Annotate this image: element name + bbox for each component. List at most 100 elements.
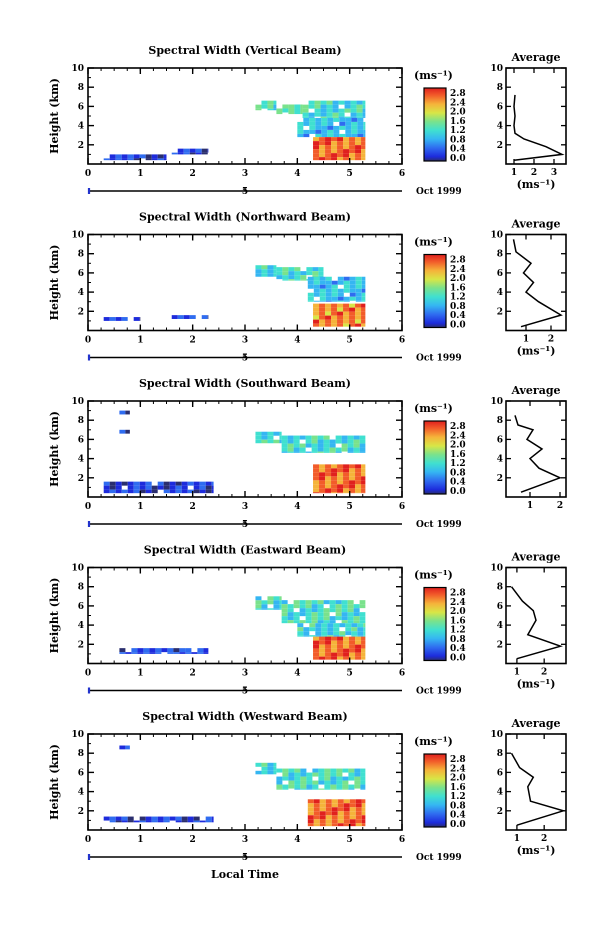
x-tick-label: 4: [294, 336, 300, 346]
data-cell: [331, 141, 338, 146]
data-cell: [311, 435, 318, 440]
data-cell: [307, 300, 314, 302]
data-cell: [109, 317, 116, 321]
data-cell: [109, 158, 116, 161]
data-cell: [355, 640, 362, 645]
data-cell: [360, 768, 366, 773]
data-cell: [311, 439, 318, 444]
data-cell: [281, 435, 288, 440]
data-cell: [319, 153, 326, 158]
average-frame: [505, 67, 567, 165]
x-tick-label: 2: [190, 169, 196, 179]
data-cell: [193, 485, 200, 490]
data-cell: [273, 770, 277, 775]
data-cell: [169, 481, 176, 486]
data-cell: [355, 819, 362, 824]
data-cell: [345, 117, 352, 122]
data-cell: [348, 784, 355, 789]
data-cell: [361, 819, 366, 824]
data-cell: [339, 125, 346, 130]
data-cell: [349, 296, 356, 301]
x-tick-label: 0: [85, 169, 91, 179]
data-cell: [308, 112, 315, 117]
data-cell: [157, 816, 164, 821]
data-cell: [342, 788, 349, 790]
chart-title: Spectral Width (Westward Beam): [142, 710, 347, 723]
data-cell: [337, 296, 344, 301]
heatmap: [119, 596, 366, 660]
data-cell: [361, 280, 366, 285]
data-cell: [355, 464, 362, 469]
colorbar-tick-label: 2.0: [450, 108, 466, 118]
data-cell: [331, 300, 338, 302]
data-cell: [325, 492, 332, 494]
data-cell: [305, 443, 312, 448]
data-cell: [139, 816, 146, 821]
data-cell: [313, 311, 320, 316]
data-cell: [276, 768, 283, 773]
data-cell: [361, 480, 366, 485]
average-frame: [505, 400, 567, 498]
data-cell: [175, 820, 182, 823]
data-cell: [337, 288, 344, 293]
data-cell: [360, 780, 366, 785]
data-cell: [355, 141, 362, 146]
data-cell: [320, 104, 327, 109]
data-cell: [321, 623, 328, 628]
data-cell: [183, 315, 190, 319]
data-cell: [350, 108, 357, 113]
data-cell: [307, 807, 314, 812]
data-cell: [282, 108, 289, 113]
data-cell: [287, 443, 294, 448]
data-cell: [281, 612, 288, 617]
colorbar-tick-label: 0.4: [450, 644, 466, 654]
data-cell: [287, 451, 294, 453]
data-cell: [345, 627, 352, 632]
data-cell: [299, 608, 306, 613]
data-cell: [355, 315, 362, 320]
data-cell: [294, 275, 301, 280]
data-cell: [167, 652, 174, 654]
data-cell: [302, 104, 309, 109]
data-cell: [357, 631, 364, 636]
data-cell: [325, 315, 332, 320]
data-cell: [351, 129, 358, 134]
data-cell: [313, 141, 320, 146]
data-cell: [336, 784, 343, 789]
data-cell: [297, 635, 304, 637]
data-cell: [143, 652, 150, 654]
data-cell: [337, 811, 344, 816]
data-cell: [255, 108, 262, 111]
data-cell: [354, 776, 361, 781]
average-y-tick-label: 2: [497, 807, 503, 817]
colorbar-tick-label: 2.8: [450, 89, 466, 99]
data-cell: [331, 819, 338, 824]
colorbar: (ms⁻¹) 0.00.40.81.21.62.02.42.8: [414, 69, 466, 164]
data-cell: [155, 648, 162, 653]
data-cell: [313, 323, 320, 327]
data-cell: [201, 152, 208, 155]
data-cell: [319, 292, 326, 297]
colorbar-tick-label: 0.8: [450, 801, 466, 811]
data-cell: [276, 784, 283, 789]
data-cell: [325, 484, 332, 489]
data-cell: [337, 656, 344, 660]
data-cell: [361, 640, 366, 645]
data-cell: [331, 799, 338, 804]
data-cell: [318, 780, 325, 785]
data-cell: [297, 627, 304, 632]
data-cell: [349, 315, 356, 320]
data-cell: [343, 137, 350, 142]
data-cell: [255, 273, 262, 277]
data-cell: [282, 271, 289, 276]
average-y-tick-label: 10: [490, 64, 503, 74]
data-cell: [331, 307, 338, 312]
data-cell: [347, 604, 354, 609]
data-cell: [319, 307, 326, 312]
data-cell: [338, 116, 345, 118]
data-cell: [357, 129, 364, 134]
data-cell: [355, 815, 362, 820]
data-cell: [276, 275, 283, 280]
data-cell: [288, 267, 295, 272]
colorbar-tick-label: 2.8: [450, 422, 466, 432]
